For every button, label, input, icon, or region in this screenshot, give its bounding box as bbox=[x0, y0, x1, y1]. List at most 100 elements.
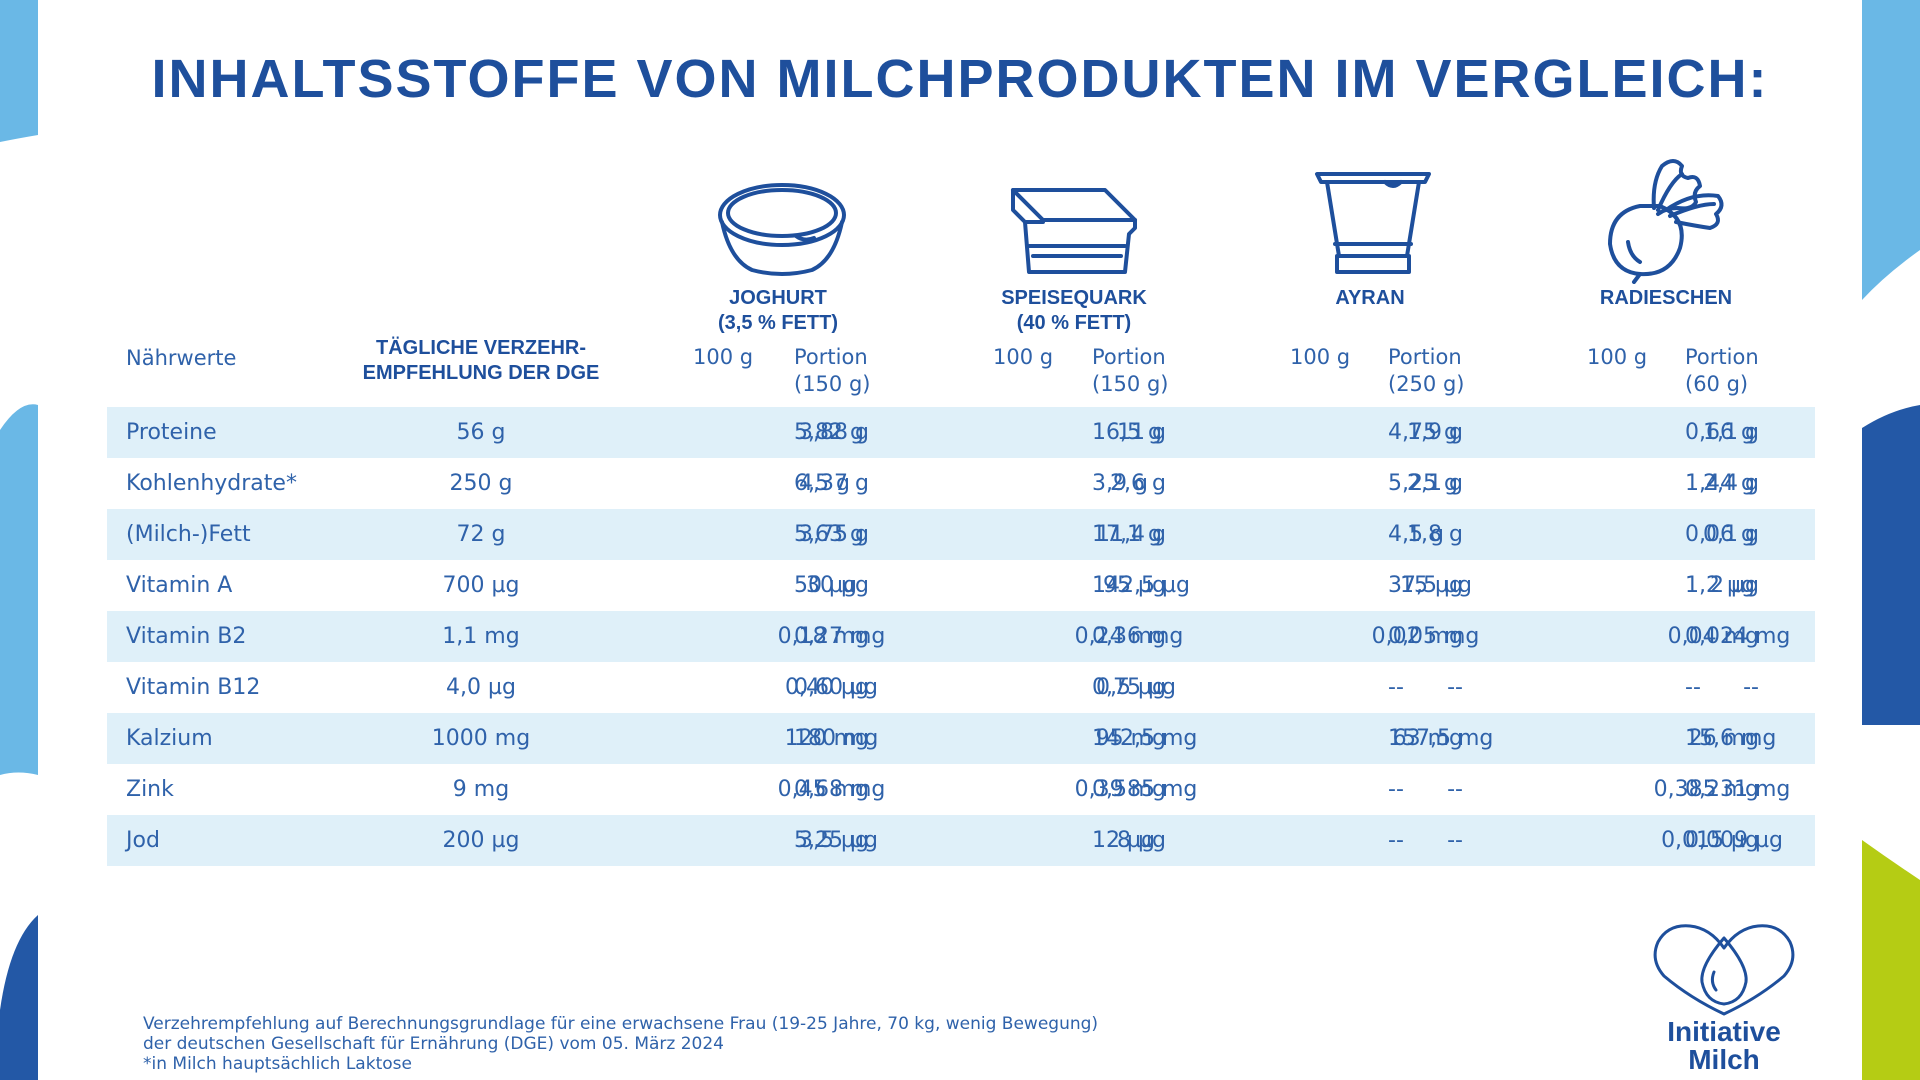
dge-value: 200 µg bbox=[442, 828, 520, 853]
radieschen-portion-value: 15,6 mg bbox=[1685, 726, 1777, 751]
ayran-portion-value: 157,5 mg bbox=[1388, 726, 1494, 751]
milk-drop-heart-icon bbox=[1653, 924, 1795, 1016]
ayran-portion-value: 0,05 mg bbox=[1388, 624, 1480, 649]
product-name-joghurt: JOGHURT (3,5 % FETT) bbox=[717, 287, 838, 334]
joghurt-portion-value: 6,5 g bbox=[794, 471, 850, 496]
joghurt-portion-value: 5,63 g bbox=[794, 522, 864, 547]
joghurt-portion-header: Portion (150 g) bbox=[794, 345, 871, 396]
speisequark-portion-value: 0,75 µg bbox=[1092, 675, 1176, 700]
footnote: Verzehrempfehlung auf Berechnungsgrundla… bbox=[143, 1014, 1098, 1074]
logo-text: Initiative Milch bbox=[1624, 1018, 1824, 1074]
dge-value: 700 µg bbox=[442, 573, 520, 598]
dge-value: 250 g bbox=[449, 471, 513, 496]
ayran-100g-value: 2,1 g bbox=[1407, 471, 1463, 496]
table-row-vitamin-b12: Vitamin B12 4,0 µg 0,40 µg 0,60 µg 0,5 µ… bbox=[107, 662, 1815, 713]
nutrient-name: Kalzium bbox=[126, 726, 213, 751]
radieschen-portion-value: 1,2 µg bbox=[1685, 573, 1755, 598]
radieschen-100g-value: 2 µg bbox=[1710, 573, 1759, 598]
radieschen-portion-header: Portion (60 g) bbox=[1685, 345, 1759, 396]
nutrient-name: (Milch-)Fett bbox=[126, 522, 251, 547]
radieschen-100g-value: 0,015 µg bbox=[1661, 828, 1759, 853]
joghurt-portion-value: 0,68 mg bbox=[794, 777, 886, 802]
speisequark-100g-value: 11 g bbox=[1117, 420, 1166, 445]
ayran-100g-value: 63 mg bbox=[1392, 726, 1463, 751]
radieschen-100g-value: 1,1 g bbox=[1703, 420, 1759, 445]
radieschen-portion-value: 0,66 g bbox=[1685, 420, 1755, 445]
ayran-portion-header: Portion (250 g) bbox=[1388, 345, 1465, 396]
speisequark-100g-value: 2,6 g bbox=[1110, 471, 1166, 496]
table-row-milchfett: (Milch-)Fett 72 g 3,75 g 5,63 g 11,4 g 1… bbox=[107, 509, 1815, 560]
radieschen-portion-value: -- bbox=[1685, 675, 1701, 700]
nutrient-name: Vitamin A bbox=[126, 573, 233, 598]
table-row-vitamin-b2: Vitamin B2 1,1 mg 0,18 mg 0,27 mg 0,24 m… bbox=[107, 611, 1815, 662]
table-row-kalzium: Kalzium 1000 mg 120 mg 180 mg 95 mg 142,… bbox=[107, 713, 1815, 764]
ayran-portion-value: 5,25 g bbox=[1388, 471, 1458, 496]
ayran-100g-value: 1,9 g bbox=[1407, 420, 1463, 445]
table-row-proteine: Proteine 56 g 3,88 g 5,82 g 11 g 16,5 g … bbox=[107, 407, 1815, 458]
joghurt-100g-value: 3,88 g bbox=[799, 420, 869, 445]
dge-value: 1,1 mg bbox=[442, 624, 520, 649]
footnote-line: der deutschen Gesellschaft für Ernährung… bbox=[143, 1034, 724, 1054]
speisequark-100g-header: 100 g bbox=[993, 345, 1054, 369]
joghurt-100g-value: 0,40 µg bbox=[785, 675, 869, 700]
left-edge-decoration bbox=[0, 0, 38, 1080]
logo-line-1: Initiative bbox=[1667, 1016, 1781, 1047]
ayran-portion-value: 4,75 g bbox=[1388, 420, 1458, 445]
ayran-100g-header: 100 g bbox=[1290, 345, 1351, 369]
radieschen-portion-value: 0,024 mg bbox=[1685, 624, 1791, 649]
joghurt-portion-value: 5,25 µg bbox=[794, 828, 878, 853]
joghurt-100g-value: 4,37 g bbox=[799, 471, 869, 496]
ayran-100g-value: 0,02 mg bbox=[1371, 624, 1463, 649]
radieschen-100g-value: 0,1 g bbox=[1703, 522, 1759, 547]
page-title: INHALTSSTOFFE VON MILCHPRODUKTEN IM VERG… bbox=[151, 49, 1769, 109]
speisequark-100g-value: 0,24 mg bbox=[1074, 624, 1166, 649]
speisequark-portion-value: 12 µg bbox=[1092, 828, 1155, 853]
radieschen-portion-value: 0,231 mg bbox=[1685, 777, 1791, 802]
table-row-jod: Jod 200 µg 3,5 µg 5,25 µg 8 µg 12 µg -- … bbox=[107, 815, 1815, 866]
speisequark-portion-value: 3,9 g bbox=[1092, 471, 1148, 496]
joghurt-100g-value: 120 mg bbox=[784, 726, 869, 751]
speisequark-portion-value: 142,5 µg bbox=[1092, 573, 1190, 598]
speisequark-portion-value: 0,585 mg bbox=[1092, 777, 1198, 802]
dge-column-header: TÄGLICHE VERZEHR- EMPFEHLUNG DER DGE bbox=[362, 337, 600, 384]
radieschen-100g-header: 100 g bbox=[1587, 345, 1648, 369]
speisequark-100g-value: 95 mg bbox=[1095, 726, 1166, 751]
ayran-portion-value: -- bbox=[1388, 675, 1404, 700]
product-name-ayran: AYRAN bbox=[1335, 287, 1405, 309]
ayran-100g-value: -- bbox=[1447, 828, 1463, 853]
logo-line-2: Milch bbox=[1688, 1044, 1760, 1075]
footnote-line: *in Milch hauptsächlich Laktose bbox=[143, 1054, 412, 1074]
ayran-portion-value: -- bbox=[1388, 777, 1404, 802]
nutrient-name: Zink bbox=[126, 777, 174, 802]
speisequark-portion-value: 17,1 g bbox=[1092, 522, 1162, 547]
radieschen-portion-value: 1,44 g bbox=[1685, 471, 1755, 496]
ayran-100g-value: 1,8 g bbox=[1407, 522, 1463, 547]
table-row-zink: Zink 9 mg 0,45 mg 0,68 mg 0,39 mg 0,585 … bbox=[107, 764, 1815, 815]
joghurt-100g-header: 100 g bbox=[693, 345, 754, 369]
speisequark-100g-value: 11,4 g bbox=[1096, 522, 1166, 547]
radieschen-100g-value: 0,385 mg bbox=[1653, 777, 1759, 802]
ayran-cup-icon bbox=[1315, 172, 1431, 274]
table-row-vitamin-a: Vitamin A 700 µg 30 µg 50 µg 95 µg 142,5… bbox=[107, 560, 1815, 611]
yogurt-cup-icon bbox=[718, 183, 846, 276]
quark-tub-icon bbox=[1011, 188, 1137, 274]
product-name-radieschen: RADIESCHEN bbox=[1599, 287, 1733, 309]
joghurt-portion-value: 50 µg bbox=[794, 573, 857, 598]
radieschen-100g-value: 26 mg bbox=[1688, 726, 1759, 751]
speisequark-portion-value: 0,36 mg bbox=[1092, 624, 1184, 649]
dge-value: 1000 mg bbox=[431, 726, 531, 751]
speisequark-100g-value: 8 µg bbox=[1117, 828, 1166, 853]
speisequark-portion-value: 16,5 g bbox=[1092, 420, 1162, 445]
radieschen-100g-value: 2,4 g bbox=[1703, 471, 1759, 496]
joghurt-100g-value: 30 µg bbox=[806, 573, 869, 598]
ayran-portion-value: 4,5 g bbox=[1388, 522, 1444, 547]
speisequark-100g-value: 0,39 mg bbox=[1074, 777, 1166, 802]
nutrient-name: Kohlenhydrate* bbox=[126, 471, 297, 496]
joghurt-100g-value: 3,5 µg bbox=[799, 828, 869, 853]
dge-value: 4,0 µg bbox=[446, 675, 516, 700]
dge-value: 9 mg bbox=[452, 777, 510, 802]
nutrient-name: Vitamin B2 bbox=[126, 624, 247, 649]
nutrient-name: Proteine bbox=[126, 420, 217, 445]
joghurt-portion-value: 5,82 g bbox=[794, 420, 864, 445]
nutrient-name: Jod bbox=[126, 828, 160, 853]
